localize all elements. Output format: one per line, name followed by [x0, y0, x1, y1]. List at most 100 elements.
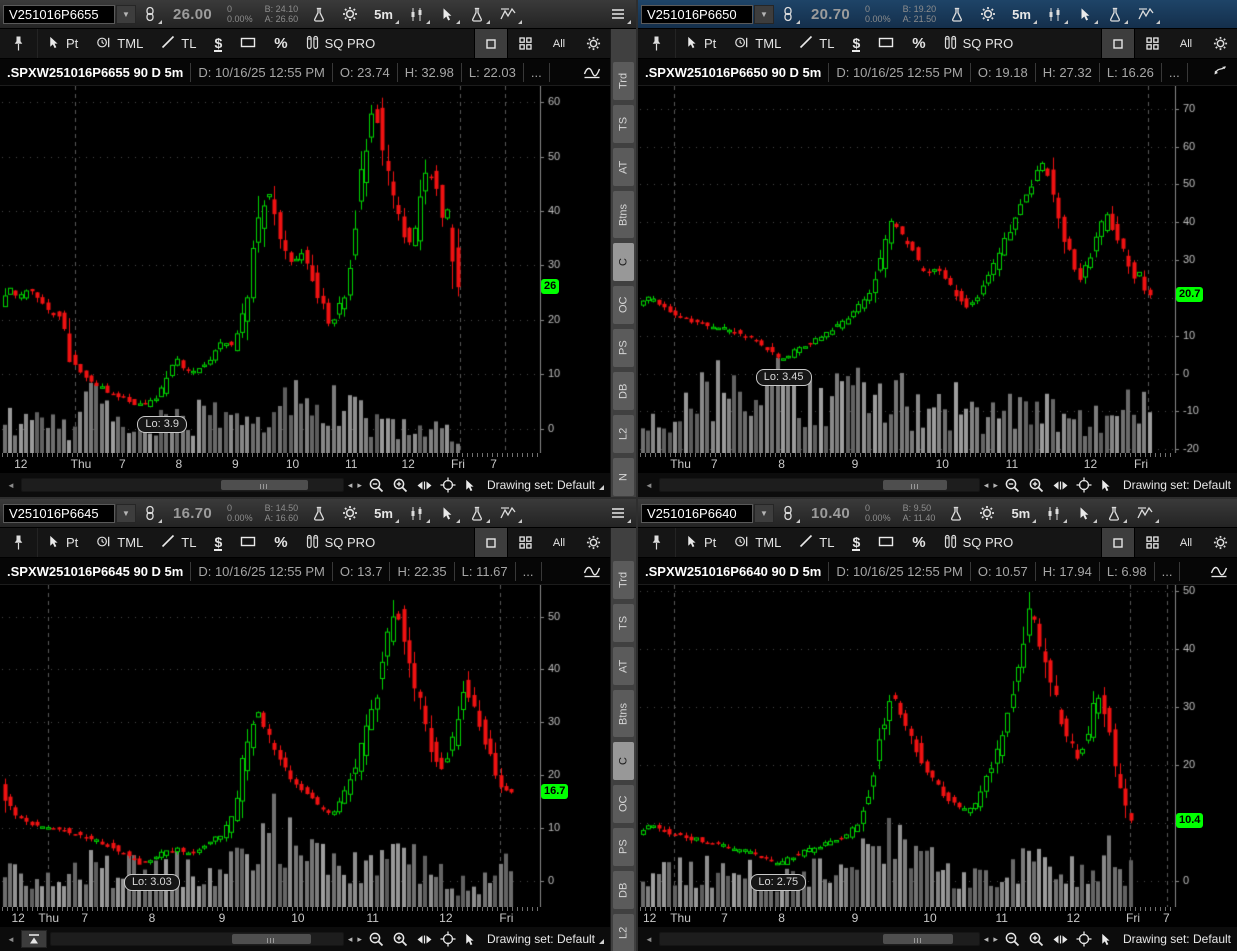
sidebar-tab-ps[interactable]: PS [613, 329, 634, 367]
sidebar-tab-trd[interactable]: Trd [613, 62, 634, 100]
page-right-icon[interactable]: ▸ [357, 933, 362, 944]
symbol-input[interactable]: V251016P6650 [641, 4, 753, 24]
sidebar-tab-ts[interactable]: TS [613, 604, 634, 642]
studies-flask-icon[interactable] [304, 0, 334, 28]
chart-type-candles-icon[interactable] [401, 499, 432, 527]
pointer-tool-button[interactable]: Pt [676, 528, 725, 557]
cursor-style-icon[interactable] [1069, 499, 1099, 527]
chart-menu-icon[interactable] [603, 499, 633, 527]
page-left-icon[interactable]: ◂ [983, 933, 989, 944]
scrollbar-thumb[interactable] [883, 480, 947, 490]
crosshair-button[interactable] [1074, 477, 1094, 493]
zoom-in-button[interactable] [390, 931, 411, 947]
price-chart-canvas[interactable] [0, 585, 610, 907]
sidebar-tab-at[interactable]: AT [613, 148, 634, 186]
wave-icon[interactable] [1210, 564, 1228, 578]
chart-menu-icon[interactable] [603, 0, 633, 28]
single-view-button[interactable] [474, 528, 508, 557]
cursor-style-icon[interactable] [1070, 0, 1100, 28]
page-left-icon[interactable]: ◂ [347, 933, 353, 944]
settings-gear-icon[interactable] [334, 0, 366, 28]
scrollbar-thumb[interactable] [220, 480, 308, 490]
status-more[interactable]: ... [516, 561, 542, 581]
chart-link-icon[interactable] [136, 499, 164, 527]
strategies-flask-icon[interactable] [1100, 0, 1130, 28]
cursor-style-icon[interactable] [432, 0, 462, 28]
sidebar-tab-oc[interactable]: OC [613, 286, 634, 324]
footer-cursor-button[interactable] [461, 932, 478, 947]
pin-toolbar-icon[interactable] [0, 29, 38, 58]
status-more[interactable]: ... [1162, 62, 1188, 82]
sidebar-tab-c[interactable]: C [613, 243, 634, 281]
footer-cursor-button[interactable] [461, 478, 478, 493]
status-more[interactable]: ... [1155, 561, 1181, 581]
studies-flask-icon[interactable] [942, 0, 972, 28]
symbol-dropdown-button[interactable]: ▼ [754, 503, 774, 523]
studies-flask-icon[interactable] [304, 499, 334, 527]
settings-gear-icon[interactable] [972, 0, 1004, 28]
symbol-dropdown-button[interactable]: ▼ [754, 4, 774, 24]
price-chart-canvas[interactable] [0, 86, 610, 453]
symbol-dropdown-button[interactable]: ▼ [116, 4, 136, 24]
scrollbar-thumb[interactable] [883, 934, 954, 944]
symbol-input[interactable]: V251016P6645 [3, 503, 115, 523]
price-level-tool-button[interactable]: $ [205, 528, 231, 557]
studies-flask-icon[interactable] [941, 499, 971, 527]
rectangle-tool-button[interactable] [869, 29, 903, 58]
expand-horizontal-button[interactable] [1050, 933, 1071, 946]
drawing-set-selector[interactable]: Drawing set: Default [481, 932, 606, 946]
symbol-dropdown-button[interactable]: ▼ [116, 503, 136, 523]
scroll-left-icon[interactable]: ◄ [7, 934, 15, 944]
sidebar-tab-btns[interactable]: Btns [613, 690, 634, 737]
rectangle-tool-button[interactable] [231, 528, 265, 557]
pin-toolbar-icon[interactable] [638, 528, 676, 557]
expand-horizontal-button[interactable] [414, 933, 435, 946]
all-views-button[interactable]: All [1169, 29, 1203, 58]
price-chart-canvas[interactable] [638, 86, 1237, 453]
sidebar-tab-c[interactable]: C [613, 742, 634, 780]
status-more[interactable]: ... [524, 62, 550, 82]
toolbar-gear-button[interactable] [576, 29, 610, 58]
sqpro-button[interactable]: SQ PRO [297, 528, 385, 557]
toolbar-gear-button[interactable] [1203, 528, 1237, 557]
symbol-input[interactable]: V251016P6655 [3, 4, 115, 24]
pointer-tool-button[interactable]: Pt [38, 29, 87, 58]
sidebar-tab-l2[interactable]: L2 [613, 914, 634, 951]
footer-cursor-button[interactable] [1097, 478, 1114, 493]
grid-view-button[interactable] [1135, 528, 1169, 557]
settings-gear-icon[interactable] [971, 499, 1003, 527]
all-views-button[interactable]: All [542, 528, 576, 557]
sidebar-tab-db[interactable]: DB [613, 372, 634, 410]
all-views-button[interactable]: All [542, 29, 576, 58]
percent-tool-button[interactable]: % [903, 29, 934, 58]
chart-link-icon[interactable] [136, 0, 164, 28]
price-level-tool-button[interactable]: $ [205, 29, 231, 58]
wave-icon[interactable] [583, 564, 601, 578]
trendline-tool-button[interactable]: TL [790, 528, 843, 557]
collapse-arrows-icon[interactable] [1212, 64, 1228, 80]
chart-area[interactable]: 26 Lo: 3.9 [0, 86, 610, 453]
pattern-tool-icon[interactable] [492, 499, 524, 527]
sidebar-tab-btns[interactable]: Btns [613, 191, 634, 238]
timeline-tool-button[interactable]: TML [725, 528, 790, 557]
percent-tool-button[interactable]: % [265, 29, 296, 58]
zoom-out-button[interactable] [1002, 477, 1023, 493]
page-left-icon[interactable]: ◂ [347, 479, 353, 490]
pointer-tool-button[interactable]: Pt [676, 29, 725, 58]
timeline-tool-button[interactable]: TML [87, 29, 152, 58]
sidebar-tab-trd[interactable]: Trd [613, 561, 634, 599]
expand-horizontal-button[interactable] [1050, 479, 1071, 492]
timeframe-button[interactable]: 5m [366, 0, 401, 28]
scrollbar-track[interactable] [49, 932, 344, 946]
trendline-tool-button[interactable]: TL [790, 29, 843, 58]
sqpro-button[interactable]: SQ PRO [935, 29, 1023, 58]
zoom-in-button[interactable] [390, 477, 411, 493]
scroll-left-icon[interactable]: ◄ [7, 480, 15, 490]
symbol-input[interactable]: V251016P6640 [641, 503, 753, 523]
single-view-button[interactable] [1101, 29, 1135, 58]
crosshair-button[interactable] [438, 931, 458, 947]
expand-horizontal-button[interactable] [414, 479, 435, 492]
chart-type-candles-icon[interactable] [1038, 499, 1069, 527]
timeframe-button[interactable]: 5m [1003, 499, 1038, 527]
drawing-set-selector[interactable]: Drawing set: Default [1117, 478, 1233, 492]
